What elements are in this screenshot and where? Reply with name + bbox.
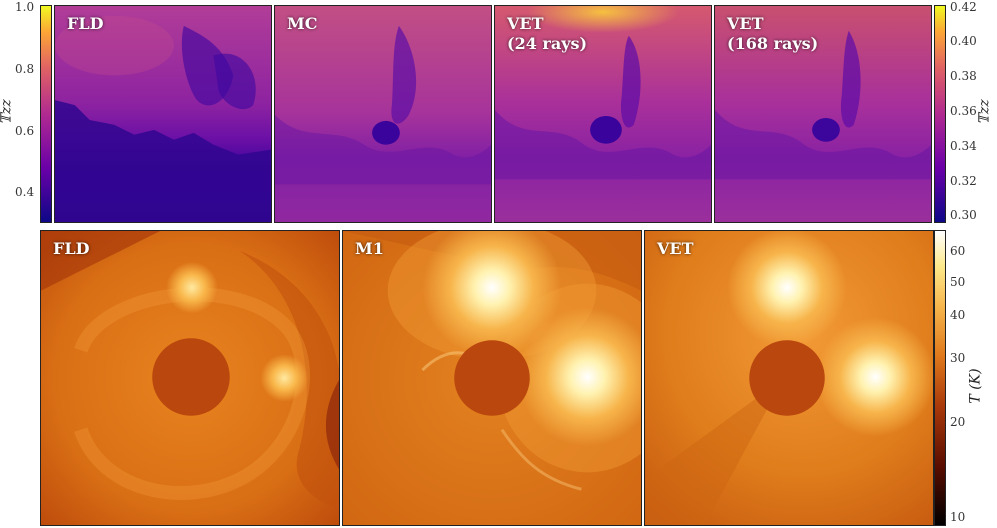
top-right-axis-title: 𝕋zz [976,99,993,125]
bottom-colorbar [934,230,946,526]
top-left-axis-title: 𝕋zz [0,99,15,125]
top-panel-vet-24-image [495,6,711,222]
top-right-tick-0.40: 0.40 [950,34,977,48]
top-right-tick-0.38: 0.38 [950,69,977,83]
bottom-panel-m1-label: M1 [355,239,384,258]
bottom-panel-m1: M1 [342,230,642,526]
top-right-colorbar [934,5,946,223]
top-panel-mc-label: MC [287,14,318,33]
bottom-tick-60: 60 [950,244,966,258]
top-panel-mc: MC [274,5,492,223]
top-left-tick-0.4: 0.4 [15,185,35,199]
bottom-panel-vet-label: VET [657,239,694,258]
bottom-tick-40: 40 [950,308,966,322]
top-panel-fld-label: FLD [67,14,104,33]
bottom-panel-fld-image [41,231,339,525]
bottom-colorbar-title: T (K) [967,368,984,404]
top-panel-vet-24: VET (24 rays) [494,5,712,223]
top-panel-vet-168-image [715,6,931,222]
top-right-tick-0.32: 0.32 [950,174,977,188]
bottom-panel-vet: VET [644,230,934,526]
bottom-panel-fld-label: FLD [53,239,90,258]
bottom-tick-10: 10 [950,510,966,524]
top-left-tick-1.0: 1.0 [15,0,35,14]
bottom-tick-50: 50 [950,275,966,289]
bottom-panel-m1-image [343,231,641,525]
top-right-tick-0.34: 0.34 [950,139,977,153]
top-panel-vet-168: VET (168 rays) [714,5,932,223]
top-panel-mc-image [275,6,491,222]
top-left-tick-0.6: 0.6 [15,124,35,138]
top-right-tick-0.36: 0.36 [950,104,977,118]
top-right-tick-0.42: 0.42 [950,0,977,14]
top-right-tick-0.30: 0.30 [950,208,977,222]
top-left-tick-0.8: 0.8 [15,62,35,76]
top-panel-vet-24-label: VET (24 rays) [507,14,588,53]
top-panel-fld-image [55,6,271,222]
bottom-panel-vet-image [645,231,933,525]
top-panel-vet-168-label: VET (168 rays) [727,14,819,53]
top-left-colorbar [40,5,52,223]
bottom-tick-20: 20 [950,415,966,429]
bottom-tick-30: 30 [950,351,966,365]
bottom-panel-fld: FLD [40,230,340,526]
top-panel-fld: FLD [54,5,272,223]
